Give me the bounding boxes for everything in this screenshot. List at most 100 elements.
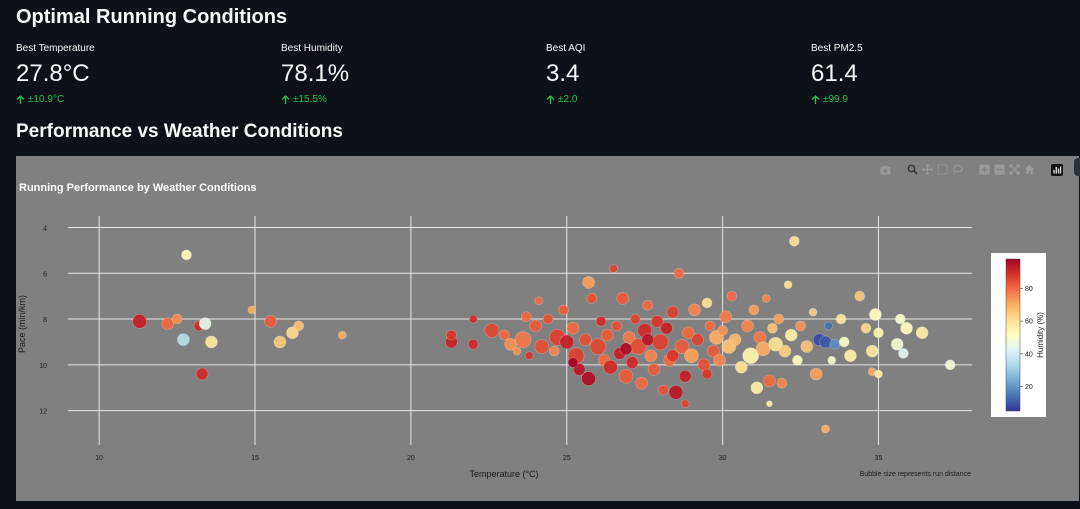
data-point[interactable] bbox=[619, 342, 633, 356]
data-point[interactable] bbox=[542, 313, 554, 325]
data-point[interactable] bbox=[682, 326, 695, 340]
camera-icon[interactable] bbox=[879, 163, 892, 176]
data-point[interactable] bbox=[666, 305, 680, 319]
data-point[interactable] bbox=[704, 320, 716, 332]
data-point[interactable] bbox=[735, 360, 748, 374]
data-point[interactable] bbox=[644, 349, 658, 362]
data-point[interactable] bbox=[177, 333, 190, 346]
data-point[interactable] bbox=[567, 357, 579, 368]
data-point[interactable] bbox=[755, 341, 771, 357]
data-point[interactable] bbox=[684, 348, 699, 363]
data-point[interactable] bbox=[630, 313, 641, 325]
data-point[interactable] bbox=[514, 331, 532, 348]
data-point[interactable] bbox=[773, 313, 785, 325]
data-point[interactable] bbox=[873, 327, 884, 339]
data-point[interactable] bbox=[534, 339, 550, 354]
data-point[interactable] bbox=[579, 333, 592, 346]
data-point[interactable] bbox=[499, 329, 510, 341]
data-point[interactable] bbox=[808, 307, 818, 317]
data-point[interactable] bbox=[660, 321, 673, 335]
zoom-icon[interactable] bbox=[906, 163, 919, 176]
data-point[interactable] bbox=[635, 376, 648, 390]
data-point[interactable] bbox=[534, 296, 544, 306]
data-point[interactable] bbox=[895, 313, 906, 325]
data-point[interactable] bbox=[609, 264, 618, 273]
data-point[interactable] bbox=[618, 369, 634, 384]
zoom-in-icon[interactable] bbox=[978, 163, 991, 176]
data-point[interactable] bbox=[666, 349, 680, 362]
data-point[interactable] bbox=[512, 346, 522, 356]
autoscale-icon[interactable] bbox=[1008, 163, 1021, 176]
data-point[interactable] bbox=[869, 308, 882, 321]
data-point[interactable] bbox=[641, 333, 655, 346]
data-point[interactable] bbox=[761, 294, 771, 303]
data-point[interactable] bbox=[713, 353, 726, 367]
data-point[interactable] bbox=[273, 335, 287, 349]
data-point[interactable] bbox=[778, 344, 792, 358]
data-point[interactable] bbox=[673, 267, 685, 279]
data-point[interactable] bbox=[195, 367, 209, 381]
data-point[interactable] bbox=[468, 314, 478, 324]
data-point[interactable] bbox=[668, 385, 684, 400]
data-point[interactable] bbox=[827, 355, 837, 365]
data-point[interactable] bbox=[678, 370, 692, 383]
data-point[interactable] bbox=[198, 317, 212, 330]
data-point[interactable] bbox=[205, 335, 218, 349]
data-point[interactable] bbox=[171, 313, 183, 325]
data-point[interactable] bbox=[603, 359, 618, 375]
data-point[interactable] bbox=[890, 337, 904, 351]
data-point[interactable] bbox=[446, 329, 457, 341]
data-point[interactable] bbox=[874, 369, 883, 379]
data-point[interactable] bbox=[795, 320, 806, 332]
data-point[interactable] bbox=[767, 322, 778, 334]
home-icon[interactable] bbox=[1023, 163, 1036, 176]
data-point[interactable] bbox=[286, 326, 299, 340]
data-point[interactable] bbox=[750, 381, 764, 395]
data-point[interactable] bbox=[264, 315, 277, 328]
data-point[interactable] bbox=[622, 331, 636, 344]
data-point[interactable] bbox=[572, 363, 586, 376]
data-point[interactable] bbox=[838, 336, 850, 348]
data-point[interactable] bbox=[915, 326, 929, 340]
data-point[interactable] bbox=[611, 320, 622, 332]
data-point[interactable] bbox=[726, 290, 738, 302]
data-point[interactable] bbox=[566, 321, 580, 335]
data-point[interactable] bbox=[944, 359, 956, 371]
data-point[interactable] bbox=[753, 331, 767, 344]
data-point[interactable] bbox=[581, 371, 596, 386]
data-point[interactable] bbox=[835, 313, 847, 325]
data-point[interactable] bbox=[616, 292, 630, 305]
scatter-chart[interactable]: 10 15 20 25 30 35 4 6 8 10 12 Running Performance … bbox=[16, 156, 1079, 501]
data-point[interactable] bbox=[658, 384, 669, 396]
data-point[interactable] bbox=[763, 374, 776, 388]
data-point[interactable] bbox=[900, 321, 913, 335]
data-point[interactable] bbox=[559, 334, 575, 350]
data-point[interactable] bbox=[776, 377, 788, 389]
data-point[interactable] bbox=[338, 330, 347, 340]
data-point[interactable] bbox=[529, 319, 542, 333]
data-point[interactable] bbox=[706, 344, 720, 358]
data-point[interactable] bbox=[181, 249, 192, 261]
data-point[interactable] bbox=[548, 345, 560, 357]
data-point[interactable] bbox=[865, 344, 879, 358]
data-point[interactable] bbox=[589, 338, 607, 355]
pan-icon[interactable] bbox=[921, 163, 934, 176]
data-point[interactable] bbox=[520, 311, 532, 323]
data-point[interactable] bbox=[824, 321, 833, 331]
zoom-out-icon[interactable] bbox=[993, 163, 1006, 176]
data-point[interactable] bbox=[766, 400, 773, 408]
data-point[interactable] bbox=[819, 335, 832, 349]
data-point[interactable] bbox=[484, 323, 500, 338]
data-point[interactable] bbox=[784, 328, 798, 342]
lasso-select-icon[interactable] bbox=[951, 163, 964, 176]
data-point[interactable] bbox=[132, 314, 147, 329]
data-point[interactable] bbox=[293, 320, 304, 332]
data-point[interactable] bbox=[783, 280, 793, 289]
data-point[interactable] bbox=[821, 424, 830, 434]
scatter-chart-svg[interactable]: 10 15 20 25 30 35 4 6 8 10 12 Running Performance … bbox=[16, 156, 1079, 501]
data-point[interactable] bbox=[525, 351, 534, 360]
data-point[interactable] bbox=[586, 293, 597, 304]
data-point[interactable] bbox=[741, 319, 754, 333]
data-point[interactable] bbox=[800, 340, 814, 353]
data-point[interactable] bbox=[582, 276, 595, 289]
